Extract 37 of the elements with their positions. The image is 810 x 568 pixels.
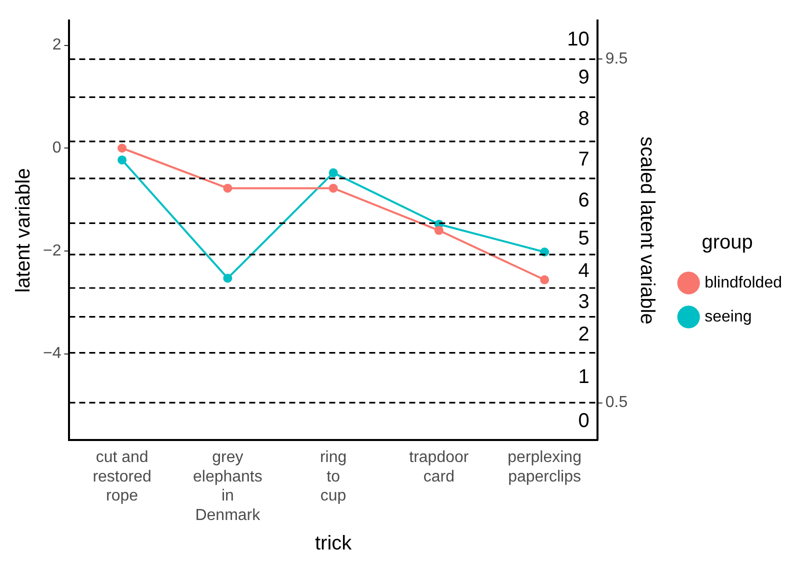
- x-tick-label: grey elephants in Denmark: [192, 449, 262, 524]
- annotation: 3: [578, 290, 590, 313]
- annotation: 1: [578, 366, 590, 388]
- annotation: 9: [578, 66, 590, 89]
- annotation: 4: [578, 260, 590, 282]
- point: [328, 168, 338, 178]
- annotation: 6: [578, 189, 590, 212]
- legend-label: blindfolded: [704, 274, 782, 292]
- x-tick-label: trapdoor card: [409, 449, 470, 486]
- y2-tick-label: 9.5: [605, 50, 628, 68]
- x-tick-label: cut and restored rope: [92, 449, 152, 505]
- point: [223, 184, 232, 193]
- x-axis-title: trick: [314, 532, 353, 555]
- point: [118, 155, 127, 164]
- annotation: 8: [578, 108, 590, 130]
- point: [540, 247, 550, 256]
- annotation: 7: [578, 148, 590, 170]
- y-axis-title: latent variable: [12, 168, 35, 293]
- y-tick-label: 2: [52, 36, 62, 54]
- y2-axis-title: scaled latent variable: [636, 136, 658, 324]
- x-tick-label: ring to cup: [320, 449, 347, 505]
- annotation: 0: [578, 410, 590, 432]
- point: [434, 226, 444, 235]
- y-tick-label: −4: [42, 345, 62, 362]
- annotation: 5: [578, 227, 590, 250]
- y-tick-label: −2: [42, 242, 62, 260]
- y-tick-label: 0: [52, 140, 62, 157]
- legend-title: group: [702, 232, 753, 254]
- point: [223, 274, 232, 283]
- point: [118, 144, 127, 153]
- y2-tick-label: 0.5: [605, 394, 628, 412]
- point: [328, 184, 338, 193]
- legend-label: seeing: [704, 308, 752, 326]
- point: [540, 275, 550, 284]
- annotation: 2: [578, 323, 590, 346]
- x-tick-label: perplexing paperclips: [508, 449, 582, 486]
- annotation: 10: [567, 28, 590, 50]
